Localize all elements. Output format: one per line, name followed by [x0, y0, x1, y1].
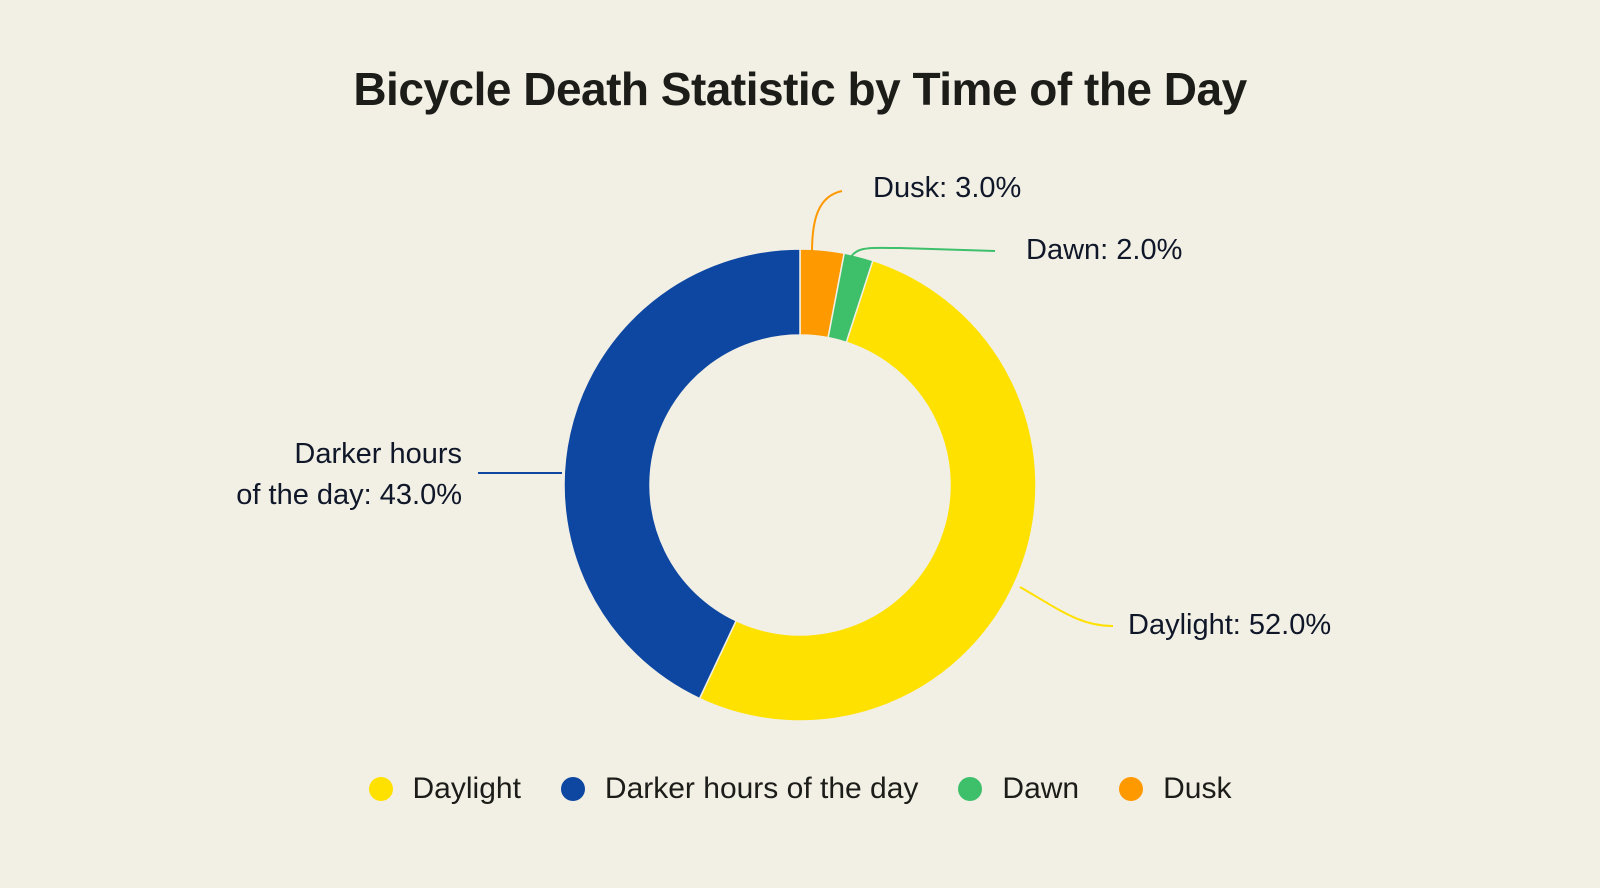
legend-label: Darker hours of the day: [604, 772, 919, 805]
dusk-leader-line: [811, 190, 843, 253]
chart-title: Bicycle Death Statistic by Time of the D…: [353, 63, 1247, 115]
darker-data-label-line2: of the day: 43.0%: [236, 479, 462, 511]
legend-item-daylight[interactable]: Daylight: [368, 772, 521, 806]
legend-item-dusk[interactable]: Dusk: [1119, 772, 1231, 806]
legend-item-dawn[interactable]: Dawn: [958, 772, 1079, 806]
daylight-data-label: Daylight: 52.0%: [1128, 609, 1332, 641]
donut-slice-daylight[interactable]: [698, 259, 1037, 722]
darker-data-label-line1: Darker hours: [294, 438, 462, 470]
chart-legend: Daylight Darker hours of the day Dawn Du…: [0, 772, 1600, 806]
dawn-leader-line: [848, 246, 996, 261]
legend-dot-icon: [1119, 777, 1144, 801]
dusk-data-label: Dusk: 3.0%: [873, 172, 1022, 204]
donut-slice-darker-hours-of-the-day[interactable]: [563, 248, 801, 700]
legend-item-darker-hours[interactable]: Darker hours of the day: [560, 772, 919, 806]
legend-dot-icon: [958, 777, 983, 801]
legend-label: Dusk: [1163, 772, 1232, 805]
donut-slices: [563, 248, 1037, 722]
legend-label: Daylight: [412, 772, 521, 805]
legend-dot-icon: [368, 777, 393, 801]
dawn-data-label: Dawn: 2.0%: [1026, 234, 1183, 266]
legend-label: Dawn: [1002, 772, 1080, 805]
legend-dot-icon: [560, 777, 585, 801]
daylight-leader-line: [1019, 586, 1114, 627]
